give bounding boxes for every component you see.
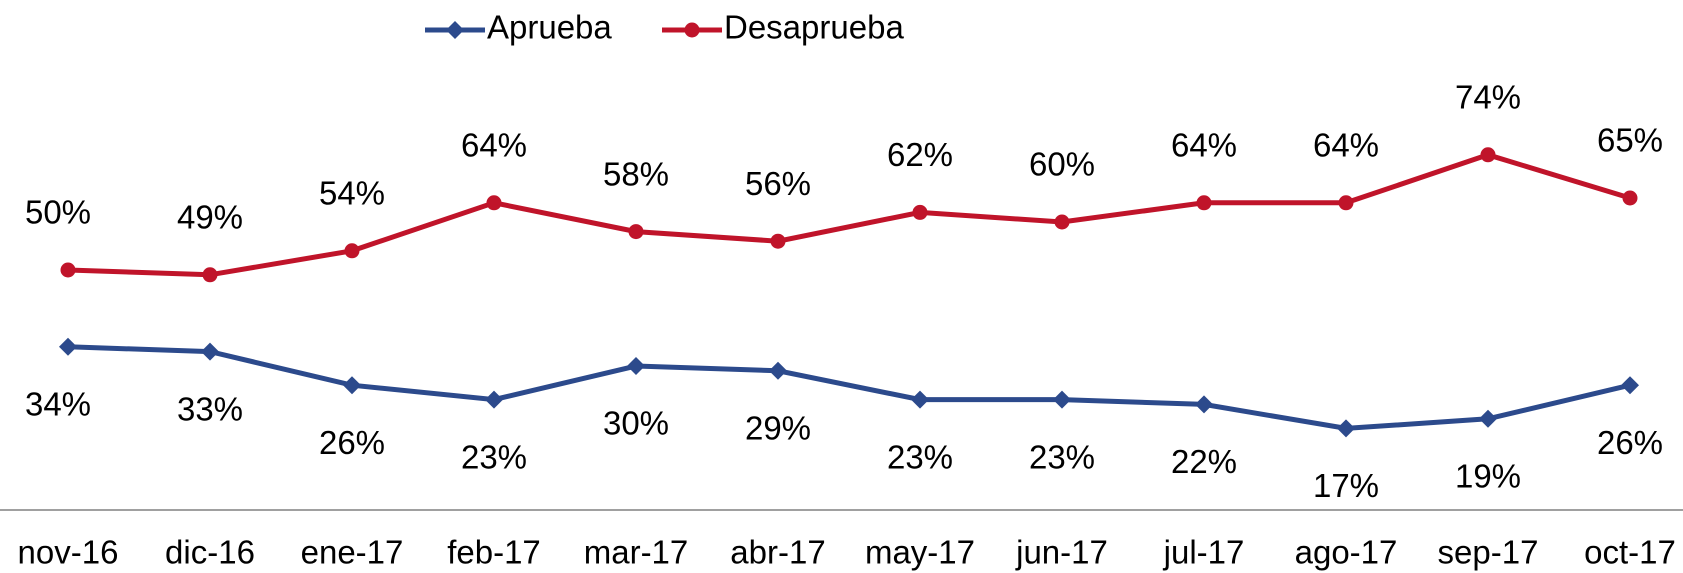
point [1621,376,1639,395]
point [911,390,929,409]
line [67,152,1631,278]
point [486,195,502,211]
x-tick-label: jul-17 [1163,534,1245,571]
x-tick-label: nov-16 [18,534,119,571]
point [1195,395,1213,414]
data-label: 23% [1029,438,1095,475]
data-label: 26% [319,424,385,461]
point [201,342,219,361]
data-label: 64% [461,127,527,164]
point [770,233,786,249]
point [1480,147,1496,163]
data-label: 56% [745,165,811,202]
data-label: 23% [887,438,953,475]
point [1622,190,1638,206]
data-label: 33% [177,390,243,427]
legend-label: Desaprueba [724,9,904,46]
data-label: 49% [177,199,243,236]
data-label: 64% [1171,127,1237,164]
data-label: 64% [1313,127,1379,164]
data-label: 54% [319,175,385,212]
point [60,262,76,278]
x-tick-label: ago-17 [1295,534,1398,571]
x-tick-label: dic-16 [165,534,255,571]
data-label: 26% [1597,424,1663,461]
point [343,376,361,395]
point [628,224,644,240]
legend-label: Aprueba [487,9,612,46]
point [912,204,928,220]
x-tick-label: sep-17 [1438,534,1539,571]
data-label: 58% [603,155,669,192]
point [684,22,700,38]
data-label: 65% [1597,122,1663,159]
x-tick-label: feb-17 [447,534,541,571]
point [59,337,77,356]
point [485,390,503,409]
point [1053,390,1071,409]
point [1054,214,1070,230]
point [627,357,645,375]
line [67,344,1631,431]
point [1479,409,1497,428]
x-tick-label: jun-17 [1015,534,1108,571]
data-label: 74% [1455,79,1521,116]
data-label: 62% [887,136,953,173]
point [446,21,464,39]
data-label: 22% [1171,443,1237,480]
data-label: 23% [461,438,527,475]
data-label: 19% [1455,458,1521,495]
data-label: 17% [1313,467,1379,504]
point [202,267,218,283]
x-tick-label: mar-17 [584,534,689,571]
data-label: 34% [25,386,91,423]
point [769,361,787,380]
data-label: 50% [25,194,91,231]
data-label: 29% [745,410,811,447]
x-tick-label: oct-17 [1584,534,1676,571]
x-tick-label: abr-17 [730,534,825,571]
x-tick-label: may-17 [865,534,975,571]
data-label: 30% [603,405,669,442]
data-label: 60% [1029,146,1095,183]
point [1338,195,1354,211]
point [1337,419,1355,438]
x-tick-label: ene-17 [301,534,404,571]
point [1196,195,1212,211]
point [344,243,360,259]
